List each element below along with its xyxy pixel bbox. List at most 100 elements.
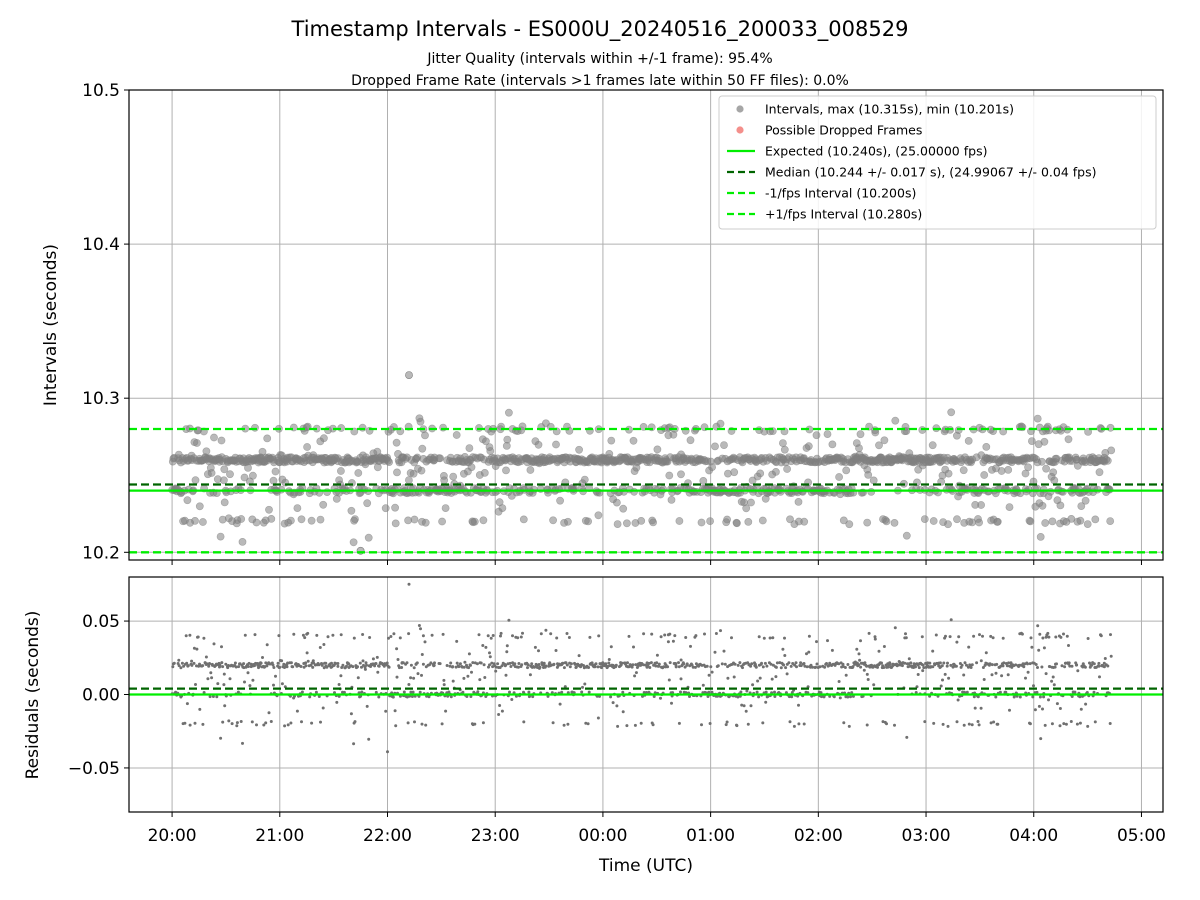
residual-point: [802, 722, 806, 726]
legend: Intervals, max (10.315s), min (10.201s) P…: [718, 95, 1157, 230]
residual-point: [1051, 675, 1055, 679]
residual-point: [657, 662, 661, 666]
residual-point: [996, 722, 1000, 726]
interval-point: [869, 476, 878, 485]
residual-point: [784, 666, 788, 670]
residual-point: [208, 695, 212, 699]
residual-point: [750, 662, 754, 666]
residual-point: [389, 635, 393, 638]
residual-point: [479, 661, 483, 665]
residual-point: [909, 661, 913, 665]
residual-point: [519, 635, 523, 639]
interval-point: [855, 444, 863, 452]
residual-point: [569, 662, 573, 666]
interval-point: [619, 504, 628, 513]
residual-point: [893, 723, 896, 727]
residual-point: [583, 682, 587, 686]
residual-point: [193, 721, 197, 725]
interval-point: [1106, 517, 1115, 525]
residual-point: [1099, 634, 1103, 638]
residual-point: [1070, 664, 1074, 668]
residual-point: [1083, 665, 1087, 669]
residual-point: [522, 720, 526, 724]
residual-point: [407, 683, 411, 686]
residual-point: [1076, 669, 1080, 673]
residual-point: [597, 634, 601, 638]
interval-point: [863, 518, 872, 527]
residual-point: [374, 690, 378, 694]
interval-point: [441, 504, 450, 512]
residual-point: [972, 695, 976, 699]
residual-point: [975, 661, 979, 665]
interval-point: [880, 436, 889, 445]
residual-point: [962, 723, 966, 727]
interval-point: [319, 500, 328, 509]
residual-point: [278, 665, 282, 669]
residual-point: [797, 703, 800, 707]
residual-point: [561, 661, 565, 665]
residual-point: [954, 664, 958, 668]
residual-point: [639, 721, 643, 725]
residual-point: [989, 634, 993, 638]
residual-point: [339, 633, 343, 637]
residual-point: [841, 662, 845, 666]
residual-point: [528, 673, 532, 677]
residual-point: [709, 665, 713, 669]
residual-point: [941, 722, 945, 726]
residual-point: [335, 700, 339, 704]
residual-point: [1026, 662, 1029, 666]
residual-point: [587, 666, 591, 669]
residual-point: [1029, 636, 1033, 640]
interval-point: [421, 431, 429, 440]
residual-point: [847, 724, 851, 728]
residual-point: [866, 678, 870, 681]
residual-point: [633, 674, 637, 678]
residual-point: [432, 663, 436, 667]
interval-point: [1041, 519, 1050, 527]
residual-point: [758, 676, 762, 680]
interval-point: [580, 475, 589, 484]
residual-point: [215, 695, 219, 699]
interval-point: [504, 408, 513, 417]
residual-point: [922, 666, 926, 670]
interval-point: [947, 408, 956, 417]
residual-point: [521, 631, 524, 635]
interval-point: [929, 517, 938, 525]
residual-point: [774, 665, 778, 669]
residual-point: [180, 661, 184, 665]
residual-point: [314, 690, 318, 694]
residual-point: [221, 665, 225, 669]
residual-point: [774, 675, 778, 679]
residual-point: [689, 644, 692, 648]
residual-point: [916, 673, 920, 676]
residual-point: [1067, 644, 1070, 647]
interval-point: [192, 439, 201, 447]
residual-point: [246, 671, 250, 675]
residual-point: [596, 665, 600, 669]
residual-point: [668, 632, 672, 636]
residual-point: [789, 664, 793, 668]
interval-point: [1028, 437, 1036, 445]
residual-point: [888, 661, 892, 665]
residual-point: [1001, 664, 1005, 668]
residual-point: [580, 690, 584, 694]
interval-point: [742, 504, 751, 513]
residual-point: [1075, 663, 1079, 667]
residual-point: [685, 662, 689, 666]
residual-point: [1033, 708, 1037, 712]
residual-point: [701, 683, 705, 687]
interval-point: [191, 517, 199, 525]
residual-point: [310, 721, 314, 725]
interval-point: [964, 436, 973, 445]
residual-point: [292, 632, 296, 636]
residual-point: [942, 661, 946, 665]
interval-point: [708, 463, 716, 471]
residual-point: [190, 659, 194, 663]
residual-point: [337, 683, 341, 686]
residual-point: [914, 691, 918, 694]
residual-point: [237, 665, 241, 669]
interval-point: [271, 467, 280, 476]
residual-point: [973, 706, 977, 710]
interval-point: [723, 515, 731, 524]
residual-point: [1018, 695, 1022, 699]
